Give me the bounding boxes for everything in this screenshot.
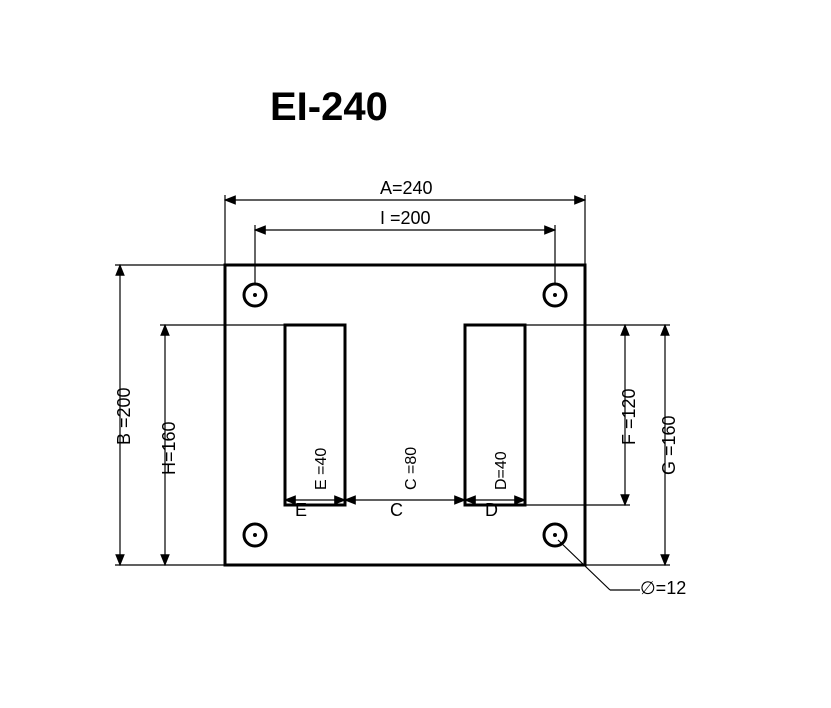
- label-C-letter: C: [390, 500, 403, 521]
- outer-rect: [225, 265, 585, 565]
- label-I: I =200: [380, 208, 431, 229]
- holes: [244, 284, 566, 546]
- label-C: C =80: [403, 447, 421, 490]
- label-D-letter: D: [485, 500, 498, 521]
- diagram-svg: [0, 0, 831, 708]
- label-B: B =200: [114, 387, 135, 445]
- label-E-letter: E: [295, 500, 307, 521]
- label-G: G =160: [659, 415, 680, 475]
- label-D: D=40: [493, 451, 511, 490]
- label-A: A=240: [380, 178, 433, 199]
- label-H: H=160: [159, 421, 180, 475]
- label-phi: ∅=12: [640, 578, 686, 599]
- label-F: F =120: [619, 388, 640, 445]
- label-E: E =40: [313, 448, 331, 490]
